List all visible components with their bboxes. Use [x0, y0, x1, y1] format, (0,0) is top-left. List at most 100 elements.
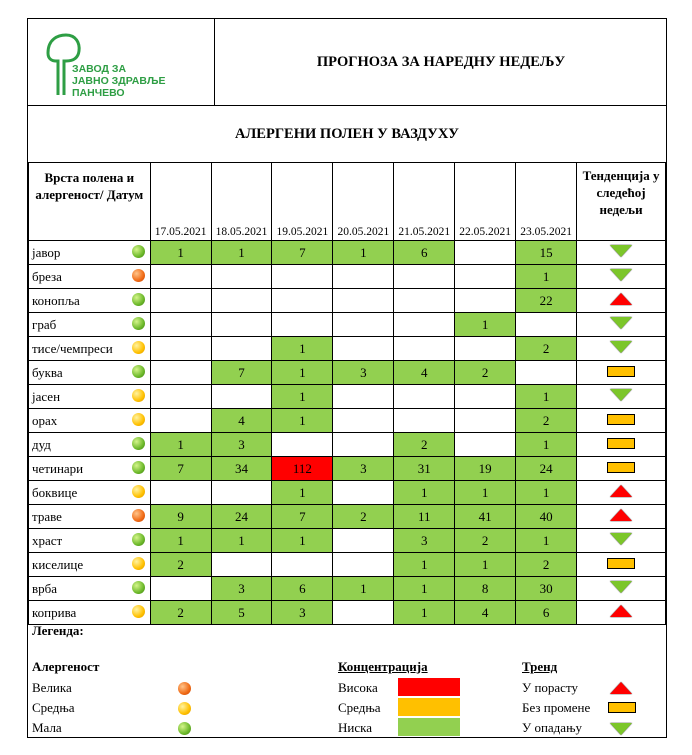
- value-cell: [393, 384, 456, 409]
- value-cell: [393, 264, 456, 289]
- conc-low-swatch: [398, 718, 460, 736]
- trend-flat-icon: [607, 437, 636, 449]
- table-row: храст 1 1 1 3 2 1: [28, 528, 666, 553]
- value-cell: 3: [332, 456, 395, 481]
- value-cell: [393, 288, 456, 313]
- trend-flat-icon: [607, 365, 636, 377]
- section-title: АЛЕРГЕНИ ПОЛЕН У ВАЗДУХУ: [28, 106, 666, 163]
- value-cell: [332, 336, 395, 361]
- report-frame: ЗАВОД ЗА ЈАВНО ЗДРАВЉЕ ПАНЧЕВО ПРОГНОЗА …: [27, 18, 667, 738]
- trend-down-icon: [610, 388, 633, 401]
- pollen-name-cell: боквице: [28, 480, 151, 505]
- value-cell: [271, 264, 334, 289]
- trend-cell: [576, 240, 666, 265]
- value-cell: 2: [393, 432, 456, 457]
- allergen-mid-icon: [131, 341, 145, 354]
- date-header: 18.05.2021: [210, 162, 273, 241]
- date-header: 19.05.2021: [271, 162, 334, 241]
- pollen-name: врба: [32, 580, 58, 596]
- value-cell: [332, 528, 395, 553]
- table-row: конопља 22: [28, 288, 666, 313]
- table-row: коприва 2 5 3 1 4 6: [28, 600, 666, 625]
- pollen-name-cell: граб: [28, 312, 151, 337]
- value-cell: 8: [454, 576, 517, 601]
- value-cell: 3: [271, 600, 334, 625]
- value-cell: 1: [332, 240, 395, 265]
- table-row: граб 1: [28, 312, 666, 337]
- value-cell: [393, 408, 456, 433]
- value-cell: [332, 288, 395, 313]
- value-cell: 1: [271, 360, 334, 385]
- trend-up-icon: [610, 682, 632, 694]
- trend-down-icon: [610, 316, 633, 329]
- pollen-name: храст: [32, 532, 63, 548]
- value-cell: [149, 312, 212, 337]
- pollen-name-cell: конопља: [28, 288, 151, 313]
- table-row: дуд 1 3 2 1: [28, 432, 666, 457]
- trend-cell: [576, 360, 666, 385]
- allergen-low-icon: [131, 365, 145, 378]
- value-cell: [210, 384, 273, 409]
- pollen-name-cell: четинари: [28, 456, 151, 481]
- value-cell: 2: [149, 552, 212, 577]
- value-cell: 30: [515, 576, 578, 601]
- table-row: киселице 2 1 1 2: [28, 552, 666, 577]
- allergen-high-icon: [131, 269, 145, 282]
- allergen-low-icon: [131, 245, 145, 258]
- allergen-mid-icon: [178, 702, 191, 715]
- value-cell: 2: [454, 360, 517, 385]
- value-cell: 1: [515, 384, 578, 409]
- value-cell: [149, 288, 212, 313]
- value-cell: [515, 360, 578, 385]
- value-cell: [332, 264, 395, 289]
- pollen-name: бреза: [32, 268, 62, 284]
- trend-cell: [576, 384, 666, 409]
- value-cell: 7: [149, 456, 212, 481]
- value-cell: 1: [210, 240, 273, 265]
- value-cell: 1: [393, 576, 456, 601]
- value-cell: 1: [271, 384, 334, 409]
- date-header: 21.05.2021: [393, 162, 456, 241]
- trend-cell: [576, 336, 666, 361]
- allergen-mid-icon: [131, 485, 145, 498]
- value-cell: [454, 432, 517, 457]
- allergen-mid-label: Средња: [32, 700, 75, 715]
- value-cell: 11: [393, 504, 456, 529]
- value-cell: 1: [515, 480, 578, 505]
- value-cell: [332, 480, 395, 505]
- value-cell: [454, 408, 517, 433]
- value-cell: 31: [393, 456, 456, 481]
- allergen-low-icon: [131, 437, 145, 450]
- value-cell: [149, 360, 212, 385]
- logo-cell: ЗАВОД ЗА ЈАВНО ЗДРАВЉЕ ПАНЧЕВО: [28, 19, 215, 105]
- conc-mid-swatch: [398, 698, 460, 716]
- table-row: бреза 1: [28, 264, 666, 289]
- value-cell: 112: [271, 456, 334, 481]
- allergen-low-icon: [131, 293, 145, 306]
- trend-cell: [576, 576, 666, 601]
- pollen-name-cell: траве: [28, 504, 151, 529]
- pollen-name: јасен: [32, 388, 61, 404]
- conc-mid-label: Средња: [338, 700, 381, 715]
- value-cell: 7: [271, 240, 334, 265]
- value-cell: [210, 264, 273, 289]
- value-cell: [454, 288, 517, 313]
- table-row: боквице 1 1 1 1: [28, 480, 666, 505]
- value-cell: [515, 312, 578, 337]
- pollen-name-cell: дуд: [28, 432, 151, 457]
- value-cell: 1: [393, 480, 456, 505]
- value-cell: 1: [393, 600, 456, 625]
- logo-line-3: ПАНЧЕВО: [72, 87, 125, 99]
- value-cell: [454, 384, 517, 409]
- value-cell: 5: [210, 600, 273, 625]
- value-cell: [332, 384, 395, 409]
- value-cell: 1: [271, 528, 334, 553]
- pollen-name-cell: киселице: [28, 552, 151, 577]
- value-cell: 24: [210, 504, 273, 529]
- trend-up-icon: [610, 508, 633, 521]
- trend-up-icon: [610, 292, 633, 305]
- trend-up-label: У порасту: [522, 680, 578, 695]
- value-cell: 2: [332, 504, 395, 529]
- logo-line-1: ЗАВОД ЗА: [72, 63, 127, 75]
- pollen-name: тисе/чемпреси: [32, 340, 113, 356]
